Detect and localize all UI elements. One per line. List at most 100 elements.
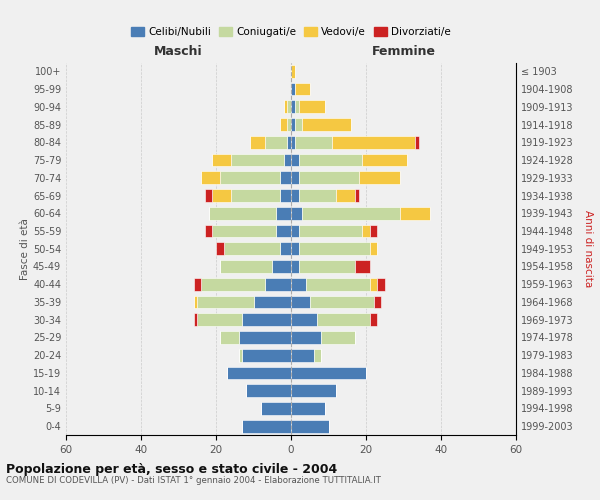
Bar bbox=[291, 366, 366, 380]
Bar bbox=[302, 207, 400, 220]
Bar bbox=[287, 136, 291, 148]
Bar bbox=[216, 242, 223, 255]
Bar bbox=[193, 296, 197, 308]
Bar bbox=[291, 260, 299, 273]
Y-axis label: Anni di nascita: Anni di nascita bbox=[583, 210, 593, 288]
Bar bbox=[291, 278, 306, 290]
Bar bbox=[291, 189, 299, 202]
Bar bbox=[299, 189, 336, 202]
Bar bbox=[370, 242, 377, 255]
Bar bbox=[242, 420, 291, 432]
Bar bbox=[291, 207, 302, 220]
Bar bbox=[359, 172, 400, 184]
Bar bbox=[205, 224, 212, 237]
Bar bbox=[291, 349, 314, 362]
Bar bbox=[317, 314, 370, 326]
Bar bbox=[291, 420, 329, 432]
Y-axis label: Fasce di età: Fasce di età bbox=[20, 218, 30, 280]
Text: Maschi: Maschi bbox=[154, 45, 203, 58]
Bar bbox=[299, 242, 370, 255]
Bar bbox=[295, 100, 299, 113]
Bar bbox=[291, 154, 299, 166]
Bar bbox=[291, 402, 325, 415]
Bar bbox=[212, 224, 276, 237]
Bar bbox=[295, 136, 332, 148]
Bar bbox=[362, 154, 407, 166]
Bar bbox=[197, 296, 254, 308]
Bar bbox=[370, 224, 377, 237]
Bar bbox=[246, 384, 291, 397]
Bar bbox=[299, 224, 362, 237]
Bar bbox=[291, 100, 295, 113]
Bar bbox=[193, 314, 197, 326]
Bar bbox=[201, 172, 220, 184]
Bar bbox=[291, 314, 317, 326]
Bar bbox=[280, 118, 287, 131]
Bar bbox=[254, 296, 291, 308]
Bar bbox=[291, 224, 299, 237]
Bar bbox=[291, 331, 321, 344]
Bar bbox=[291, 118, 295, 131]
Bar bbox=[231, 154, 284, 166]
Bar bbox=[291, 296, 310, 308]
Bar bbox=[370, 278, 377, 290]
Bar bbox=[227, 366, 291, 380]
Bar bbox=[223, 242, 280, 255]
Bar bbox=[400, 207, 430, 220]
Bar bbox=[295, 118, 302, 131]
Bar bbox=[239, 349, 242, 362]
Bar bbox=[280, 189, 291, 202]
Bar bbox=[306, 278, 370, 290]
Bar bbox=[276, 224, 291, 237]
Bar bbox=[272, 260, 291, 273]
Bar bbox=[321, 331, 355, 344]
Bar bbox=[250, 136, 265, 148]
Bar bbox=[231, 189, 280, 202]
Bar bbox=[280, 242, 291, 255]
Bar bbox=[239, 331, 291, 344]
Bar bbox=[336, 189, 355, 202]
Bar bbox=[291, 242, 299, 255]
Bar bbox=[242, 314, 291, 326]
Bar bbox=[299, 172, 359, 184]
Bar bbox=[212, 189, 231, 202]
Bar bbox=[265, 278, 291, 290]
Bar bbox=[287, 100, 291, 113]
Bar bbox=[295, 82, 310, 96]
Bar bbox=[280, 172, 291, 184]
Bar bbox=[415, 136, 419, 148]
Bar bbox=[291, 65, 295, 78]
Bar bbox=[265, 136, 287, 148]
Bar bbox=[220, 331, 239, 344]
Bar bbox=[362, 224, 370, 237]
Bar bbox=[193, 278, 201, 290]
Bar bbox=[299, 154, 362, 166]
Bar bbox=[287, 118, 291, 131]
Bar bbox=[314, 349, 321, 362]
Bar bbox=[284, 100, 287, 113]
Bar bbox=[284, 154, 291, 166]
Bar bbox=[291, 172, 299, 184]
Bar bbox=[261, 402, 291, 415]
Bar bbox=[220, 172, 280, 184]
Bar bbox=[291, 384, 336, 397]
Bar bbox=[355, 189, 359, 202]
Bar bbox=[373, 296, 381, 308]
Bar bbox=[291, 136, 295, 148]
Bar bbox=[242, 349, 291, 362]
Bar bbox=[220, 260, 272, 273]
Bar bbox=[377, 278, 385, 290]
Bar bbox=[197, 314, 242, 326]
Bar bbox=[302, 118, 351, 131]
Bar bbox=[370, 314, 377, 326]
Text: Popolazione per età, sesso e stato civile - 2004: Popolazione per età, sesso e stato civil… bbox=[6, 462, 337, 475]
Text: COMUNE DI CODEVILLA (PV) - Dati ISTAT 1° gennaio 2004 - Elaborazione TUTTITALIA.: COMUNE DI CODEVILLA (PV) - Dati ISTAT 1°… bbox=[6, 476, 381, 485]
Bar bbox=[291, 82, 295, 96]
Text: Femmine: Femmine bbox=[371, 45, 436, 58]
Bar bbox=[355, 260, 370, 273]
Bar bbox=[332, 136, 415, 148]
Bar bbox=[205, 189, 212, 202]
Bar bbox=[310, 296, 373, 308]
Bar bbox=[212, 154, 231, 166]
Bar bbox=[276, 207, 291, 220]
